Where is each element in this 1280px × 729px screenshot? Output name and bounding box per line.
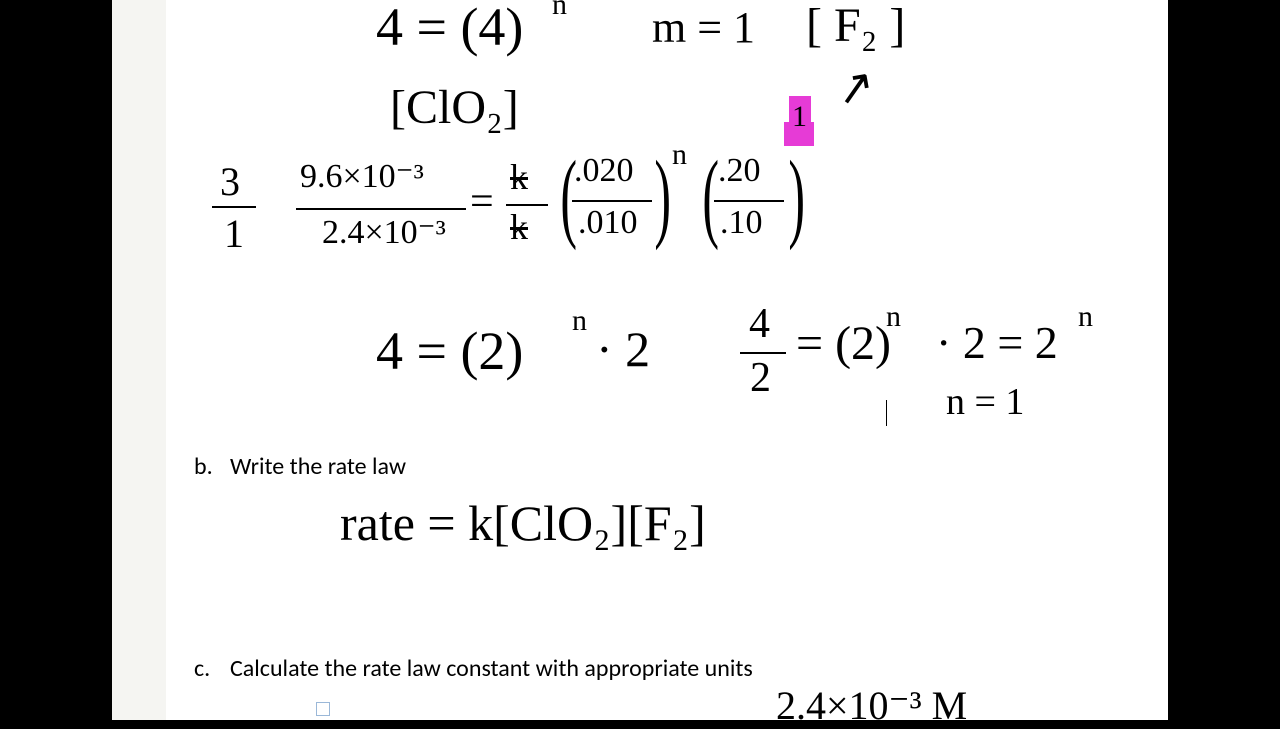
paren2-bar: [714, 200, 784, 202]
frac-bar-31: [212, 206, 256, 208]
paren2-close: ): [788, 138, 805, 253]
eq-4-eq-4n-exp: n: [552, 0, 567, 22]
frac-num-96: 9.6×10⁻³: [300, 156, 424, 196]
k-num: k: [510, 156, 528, 198]
paren2-den: .10: [720, 204, 763, 242]
frac-3: 3: [220, 158, 240, 205]
document-page: 4 = (4) n m = 1 [ F₂ ] ↗ 1 [ClO₂] 3 1 9.…: [112, 0, 1168, 720]
question-c-letter: c.: [194, 654, 210, 683]
clo2-bracket: [ClO₂]: [390, 80, 519, 135]
frac42-num: 4: [749, 300, 770, 348]
frac42-den: 2: [750, 354, 771, 402]
pink-exponent-1: 1: [792, 100, 807, 134]
m-equals-1: m = 1: [652, 2, 755, 53]
eq-4-eq-4n: 4 = (4): [376, 0, 523, 58]
frac-1: 1: [224, 210, 244, 257]
question-c-text: Calculate the rate law constant with app…: [230, 654, 753, 683]
f2-bracket: [ F₂ ]: [806, 0, 905, 53]
paren1-bar: [572, 200, 652, 202]
paren1-num: .020: [574, 152, 634, 190]
eq-4-eq-2n: 4 = (2): [376, 320, 523, 382]
arrow-up: ↗: [832, 57, 879, 117]
bottom-partial-value: 2.4×10⁻³ M: [776, 682, 967, 729]
text-cursor: [886, 400, 887, 426]
eq-4-eq-2n-exp: n: [572, 304, 587, 338]
frac-den-24: 2.4×10⁻³: [322, 212, 446, 252]
paper-content: 4 = (4) n m = 1 [ F₂ ] ↗ 1 [ClO₂] 3 1 9.…: [166, 0, 1168, 720]
paren2-num: .20: [718, 152, 761, 190]
eq-c-exp: n: [1078, 300, 1093, 334]
frac-bar-mid: [296, 208, 466, 210]
dot-2: · 2: [596, 320, 650, 378]
eq-c: · 2 = 2: [936, 316, 1058, 369]
paren1-close: ): [654, 138, 671, 253]
question-b-letter: b.: [194, 452, 213, 481]
page-gutter: [112, 0, 167, 720]
paren1-exp: n: [672, 138, 687, 172]
eq-b: = (2): [796, 316, 891, 371]
image-placeholder-icon: [316, 702, 330, 716]
n-eq-1: n = 1: [946, 380, 1024, 424]
k-den: k: [510, 206, 528, 248]
equals-1: =: [470, 178, 494, 226]
paren2-open: (: [702, 138, 719, 253]
paren1-den: .010: [578, 204, 638, 242]
rate-law: rate = k[ClO₂][F₂]: [340, 494, 706, 552]
eq-b-exp: n: [886, 300, 901, 334]
question-b-text: Write the rate law: [230, 452, 406, 481]
